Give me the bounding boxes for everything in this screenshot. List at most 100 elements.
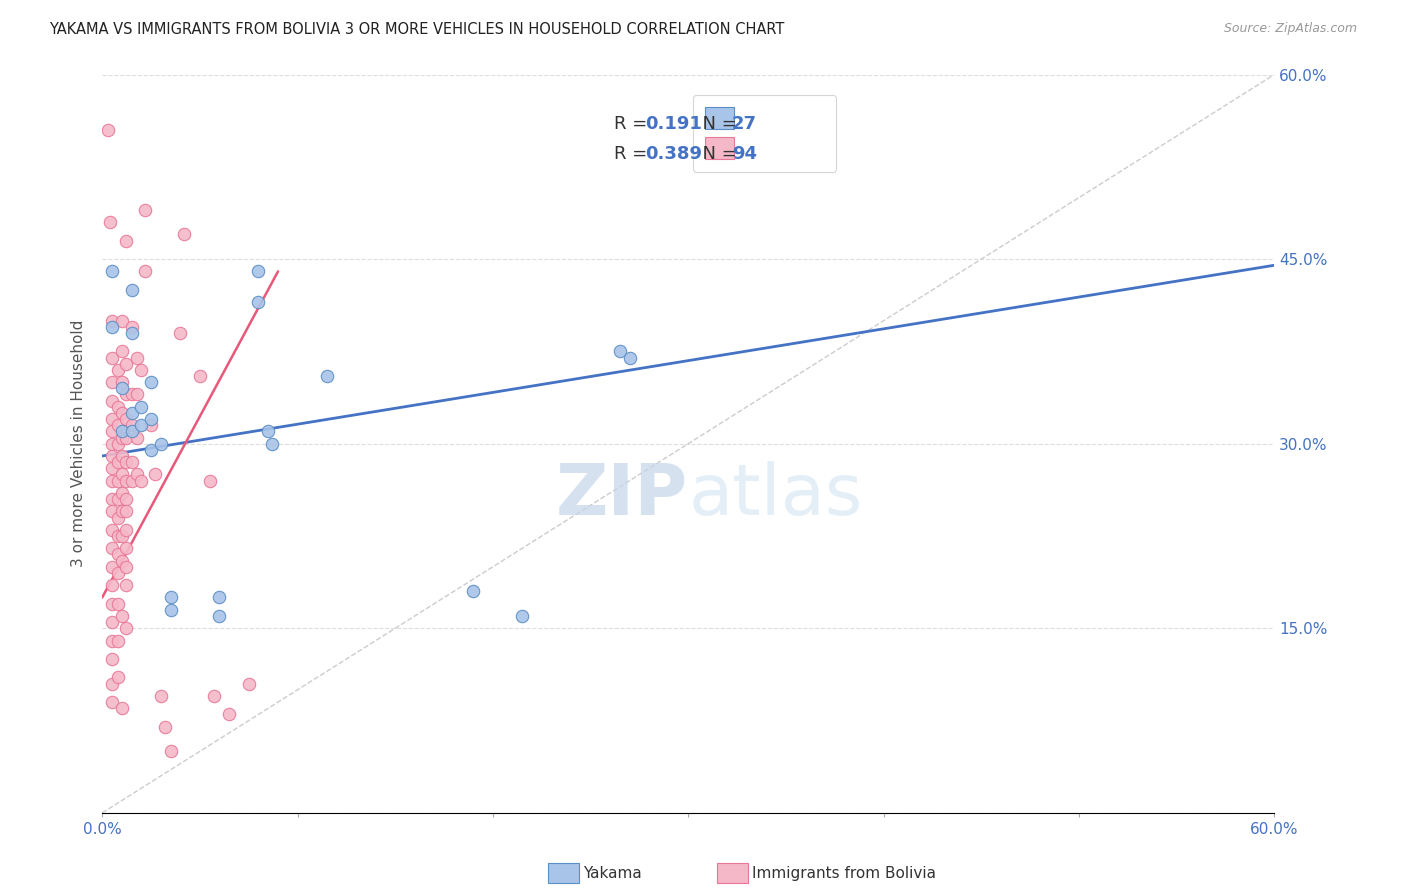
Point <box>127 351 149 365</box>
Point <box>114 412 136 426</box>
Point <box>101 695 124 709</box>
Point <box>114 578 136 592</box>
Point <box>107 455 129 469</box>
Point <box>101 615 124 629</box>
Point <box>129 400 152 414</box>
Point <box>139 375 162 389</box>
Point <box>208 591 231 605</box>
Point <box>101 559 124 574</box>
Point <box>101 652 124 666</box>
Point <box>114 430 136 444</box>
Point <box>107 474 129 488</box>
Point <box>107 510 129 524</box>
Point <box>127 387 149 401</box>
Point <box>129 363 152 377</box>
Text: 0.191: 0.191 <box>645 115 702 133</box>
Legend:               ,               : , <box>693 95 837 172</box>
Point <box>111 467 134 482</box>
Text: atlas: atlas <box>689 461 863 530</box>
Point <box>101 676 124 690</box>
Point <box>198 474 221 488</box>
Point <box>139 412 162 426</box>
Point <box>159 603 181 617</box>
Point <box>111 375 134 389</box>
Point <box>121 418 143 433</box>
Point <box>218 707 240 722</box>
Point <box>101 425 124 439</box>
Point <box>114 541 136 556</box>
Point <box>107 671 129 685</box>
Point <box>111 430 134 444</box>
Point <box>114 559 136 574</box>
Text: Source: ZipAtlas.com: Source: ZipAtlas.com <box>1223 22 1357 36</box>
Point <box>114 504 136 518</box>
Point <box>619 351 641 365</box>
Point <box>101 375 124 389</box>
Point <box>111 701 134 715</box>
Point <box>169 326 191 340</box>
Point <box>121 425 143 439</box>
Point <box>107 597 129 611</box>
Text: 0.389: 0.389 <box>645 145 702 162</box>
Point <box>101 319 124 334</box>
Point <box>114 621 136 635</box>
Point <box>463 584 485 599</box>
Point <box>149 436 172 450</box>
Point <box>101 461 124 475</box>
Point <box>101 436 124 450</box>
Point <box>139 418 162 433</box>
Text: R =: R = <box>614 145 654 162</box>
Point <box>101 393 124 408</box>
Point <box>121 283 143 297</box>
Point <box>247 264 270 278</box>
Point <box>101 597 124 611</box>
Point <box>262 436 284 450</box>
Point <box>111 381 134 395</box>
Point <box>111 504 134 518</box>
Point <box>114 387 136 401</box>
Point <box>159 591 181 605</box>
Point <box>134 264 156 278</box>
Point <box>111 313 134 327</box>
Point <box>101 491 124 506</box>
Point <box>129 418 152 433</box>
Point <box>153 720 176 734</box>
Text: 27: 27 <box>731 115 756 133</box>
Point <box>139 442 162 457</box>
Text: YAKAMA VS IMMIGRANTS FROM BOLIVIA 3 OR MORE VEHICLES IN HOUSEHOLD CORRELATION CH: YAKAMA VS IMMIGRANTS FROM BOLIVIA 3 OR M… <box>49 22 785 37</box>
Point <box>208 609 231 624</box>
Point <box>114 357 136 371</box>
Point <box>101 578 124 592</box>
Point <box>114 523 136 537</box>
Point <box>111 406 134 420</box>
Point <box>101 541 124 556</box>
Point <box>315 369 337 384</box>
Text: Yakama: Yakama <box>583 866 643 880</box>
Point <box>257 425 280 439</box>
Point <box>107 363 129 377</box>
Point <box>107 548 129 562</box>
Point <box>111 425 134 439</box>
Point <box>188 369 211 384</box>
Point <box>114 455 136 469</box>
Point <box>149 689 172 703</box>
Point <box>111 553 134 567</box>
Point <box>609 344 631 359</box>
Point <box>97 123 120 137</box>
Point <box>98 215 121 229</box>
Point <box>121 319 143 334</box>
Point <box>129 474 152 488</box>
Point <box>107 491 129 506</box>
Point <box>114 491 136 506</box>
Point <box>107 436 129 450</box>
Point <box>143 467 166 482</box>
Point <box>101 523 124 537</box>
Point <box>107 529 129 543</box>
Point <box>114 234 136 248</box>
Point <box>101 449 124 463</box>
Point <box>159 744 181 758</box>
Point <box>111 529 134 543</box>
Point <box>121 326 143 340</box>
Point <box>121 406 143 420</box>
Point <box>121 387 143 401</box>
